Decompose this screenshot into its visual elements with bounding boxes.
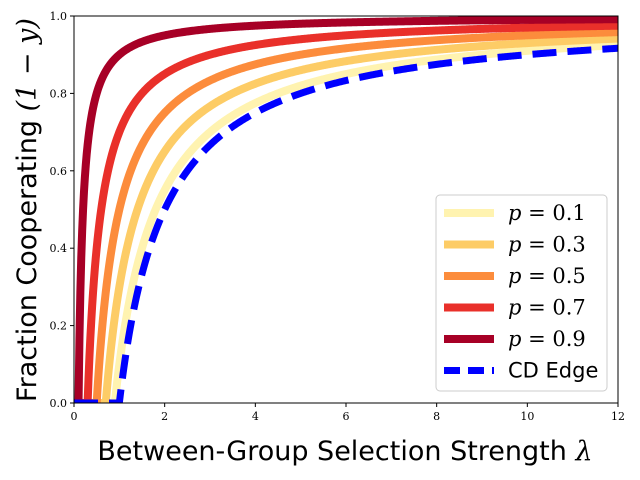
legend-label: p = 0.1 <box>508 201 586 225</box>
x-tick-label: 10 <box>520 410 534 423</box>
series-line-p-0.7 <box>74 21 618 403</box>
series-line-p-0.3 <box>74 34 618 403</box>
x-tick-label: 8 <box>433 410 440 423</box>
x-tick-label: 4 <box>252 410 259 423</box>
legend-label: p = 0.3 <box>508 233 586 257</box>
x-tick-label: 12 <box>611 410 625 423</box>
legend-label: p = 0.5 <box>508 264 586 288</box>
legend-label: CD Edge <box>508 359 598 383</box>
series-line-p-0.9 <box>74 16 618 403</box>
y-tick-label: 1.0 <box>50 10 68 23</box>
series-line-p-0.5 <box>74 28 618 403</box>
plot-area <box>74 16 618 403</box>
series-line-cd-edge <box>74 44 618 403</box>
x-tick-label: 2 <box>161 410 168 423</box>
x-axis-label: Between-Group Selection Strength λ <box>97 436 592 467</box>
y-tick-label: 0.6 <box>50 165 68 178</box>
y-tick-label: 0.4 <box>50 242 68 255</box>
y-axis-label: Fraction Cooperating (1 − y) <box>12 18 43 402</box>
axis-ticks: 0 2 4 6 8 10 12 0.0 0.2 0.4 0.6 0.8 1.0 <box>50 10 626 423</box>
y-tick-label: 0.2 <box>50 320 68 333</box>
legend-label: p = 0.7 <box>508 296 586 320</box>
legend-label: p = 0.9 <box>508 327 586 351</box>
y-tick-label: 0.8 <box>50 87 68 100</box>
x-tick-label: 6 <box>343 410 350 423</box>
y-tick-label: 0.0 <box>50 397 68 410</box>
x-tick-label: 0 <box>71 410 78 423</box>
series-line-p-0.1 <box>74 41 618 403</box>
legend: p = 0.1 p = 0.3 p = 0.5 p = 0.7 p = 0.9 CD Ed… <box>435 194 608 392</box>
